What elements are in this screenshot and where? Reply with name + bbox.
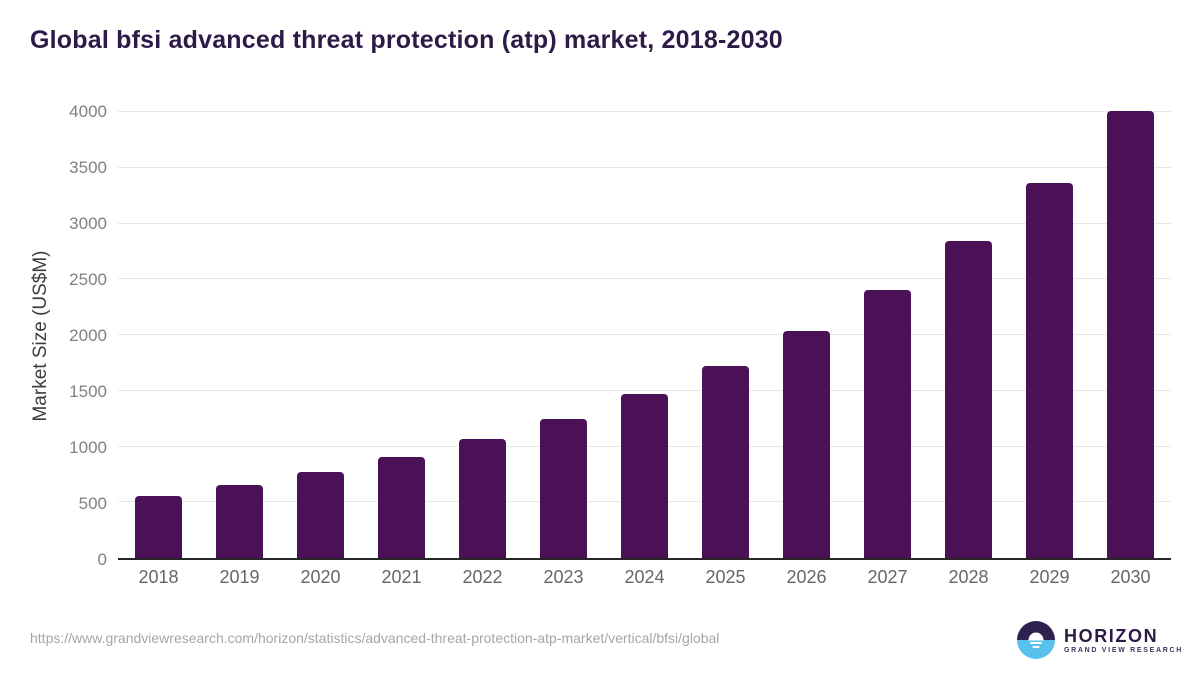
y-tick-label: 1000 [69, 438, 107, 457]
bar-2026[interactable] [783, 330, 830, 558]
gridline-2500 [118, 278, 1171, 280]
plot-area [118, 110, 1171, 560]
gridline-3000 [118, 222, 1171, 224]
bar-2021[interactable] [378, 456, 425, 558]
x-tick-label: 2019 [219, 567, 260, 587]
y-tick-label: 3000 [69, 214, 107, 233]
bar-2029[interactable] [1026, 182, 1073, 558]
horizon-logo: HORIZON GRAND VIEW RESEARCH [1017, 621, 1183, 659]
gridline-3500 [118, 166, 1171, 168]
bar-2018[interactable] [135, 495, 182, 558]
bar-slot [1090, 110, 1171, 558]
bar-slot [685, 112, 766, 558]
bar-slot [442, 112, 523, 558]
bar-2024[interactable] [621, 394, 668, 558]
x-tick-label: 2024 [624, 567, 665, 587]
x-tick-label: 2023 [543, 567, 584, 587]
bar-slot [928, 112, 1009, 558]
bar-2020[interactable] [297, 471, 344, 558]
x-tick-label: 2022 [462, 567, 503, 587]
x-tick-label: 2028 [948, 567, 989, 587]
x-tick-label: 2025 [705, 567, 746, 587]
sun-reflection-line [1032, 646, 1040, 648]
logo-subtitle: GRAND VIEW RESEARCH [1064, 646, 1184, 654]
x-tick-label: 2021 [381, 567, 422, 587]
x-tick-label: 2027 [867, 567, 908, 587]
horizon-logo-icon [1017, 621, 1055, 659]
bar-slot [199, 112, 280, 558]
bar-2030[interactable] [1107, 110, 1154, 558]
logo-name: HORIZON [1064, 625, 1159, 646]
bar-2027[interactable] [864, 290, 911, 558]
x-tick-label: 2018 [138, 567, 179, 587]
bar-slot [766, 112, 847, 558]
y-tick-label: 500 [78, 494, 107, 513]
bar-slot [280, 112, 361, 558]
bar-series [118, 110, 1171, 558]
y-tick-label: 4000 [69, 102, 107, 121]
bar-2025[interactable] [702, 365, 749, 558]
source-url: https://www.grandviewresearch.com/horizo… [30, 630, 720, 646]
y-tick-label: 2000 [69, 326, 107, 345]
chart-title: Global bfsi advanced threat protection (… [30, 26, 783, 54]
x-tick-label: 2029 [1029, 567, 1070, 587]
sun-icon [1028, 632, 1044, 640]
bar-2019[interactable] [216, 484, 263, 558]
y-tick-label: 3500 [69, 158, 107, 177]
bar-2022[interactable] [459, 439, 506, 558]
bar-2028[interactable] [945, 241, 992, 558]
x-tick-label: 2020 [300, 567, 341, 587]
bar-slot [361, 112, 442, 558]
bar-slot [118, 112, 199, 558]
y-tick-label: 1500 [69, 382, 107, 401]
logo-text: HORIZON GRAND VIEW RESEARCH [1064, 627, 1183, 654]
y-tick-label: 2500 [69, 270, 107, 289]
x-axis-tick-labels: 2018 2019 2020 2021 2022 2023 2024 2025 2026 2027… [118, 567, 1171, 588]
gridline-2000 [118, 334, 1171, 335]
bar-slot [604, 112, 685, 558]
sun-reflection-line [1030, 642, 1042, 644]
bar-2023[interactable] [540, 418, 587, 558]
x-tick-label: 2026 [786, 567, 827, 587]
bar-slot [1009, 112, 1090, 558]
gridline-4000 [118, 111, 1171, 112]
gridline-1500 [118, 389, 1171, 391]
bar-slot [847, 112, 928, 558]
bar-slot [523, 112, 604, 558]
y-tick-label: 0 [97, 550, 107, 569]
x-tick-label: 2030 [1110, 567, 1151, 587]
